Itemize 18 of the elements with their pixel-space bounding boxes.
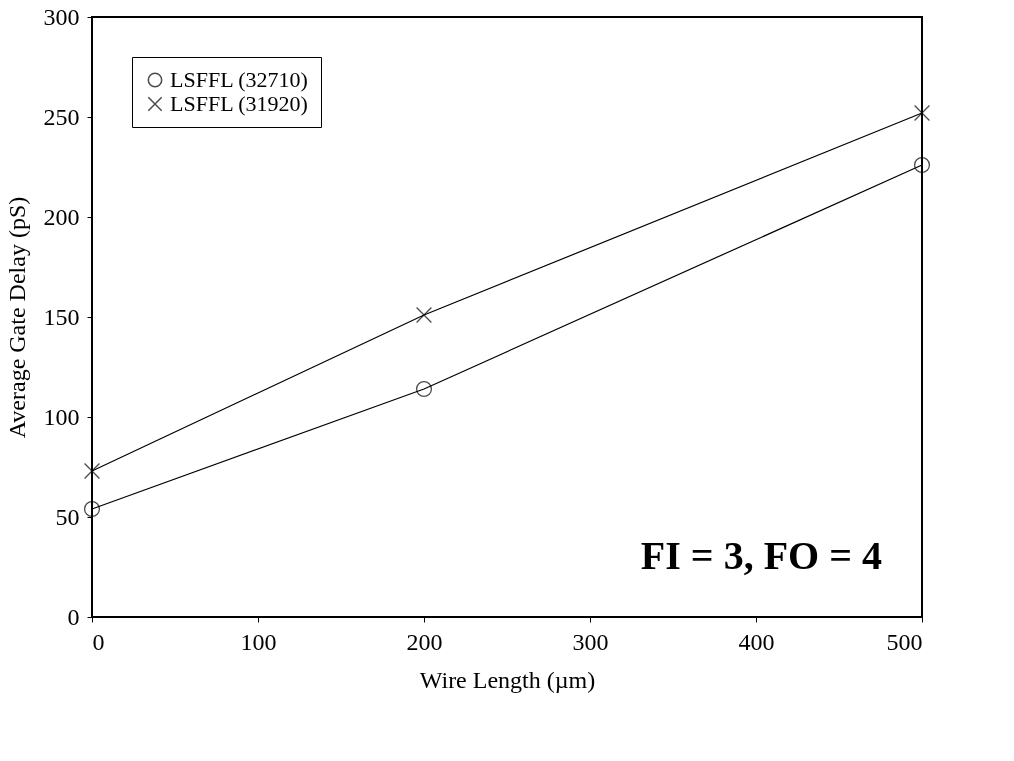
y-tick-label: 300 [43, 3, 80, 30]
x-axis-title: Wire Length (µm) [419, 666, 596, 693]
x-tick-label: 300 [572, 628, 609, 655]
y-tick-label: 100 [43, 403, 80, 430]
x-tick-label: 200 [406, 628, 443, 655]
y-tick-label: 250 [43, 103, 80, 130]
x-tick-label: 400 [738, 628, 775, 655]
y-tick-label: 200 [43, 203, 80, 230]
y-tick-label: 150 [43, 303, 80, 330]
legend-label: LSFFL (31920) [170, 91, 308, 116]
legend-label: LSFFL (32710) [170, 67, 308, 92]
x-tick-label: 0 [92, 628, 105, 655]
x-tick-label: 500 [886, 628, 923, 655]
y-tick-label: 50 [55, 503, 80, 530]
y-tick-label: 0 [67, 603, 80, 630]
x-tick-label: 100 [240, 628, 277, 655]
annotation: FI = 3, FO = 4 [640, 533, 882, 578]
y-axis-title: Average Gate Delay (pS) [3, 196, 30, 439]
